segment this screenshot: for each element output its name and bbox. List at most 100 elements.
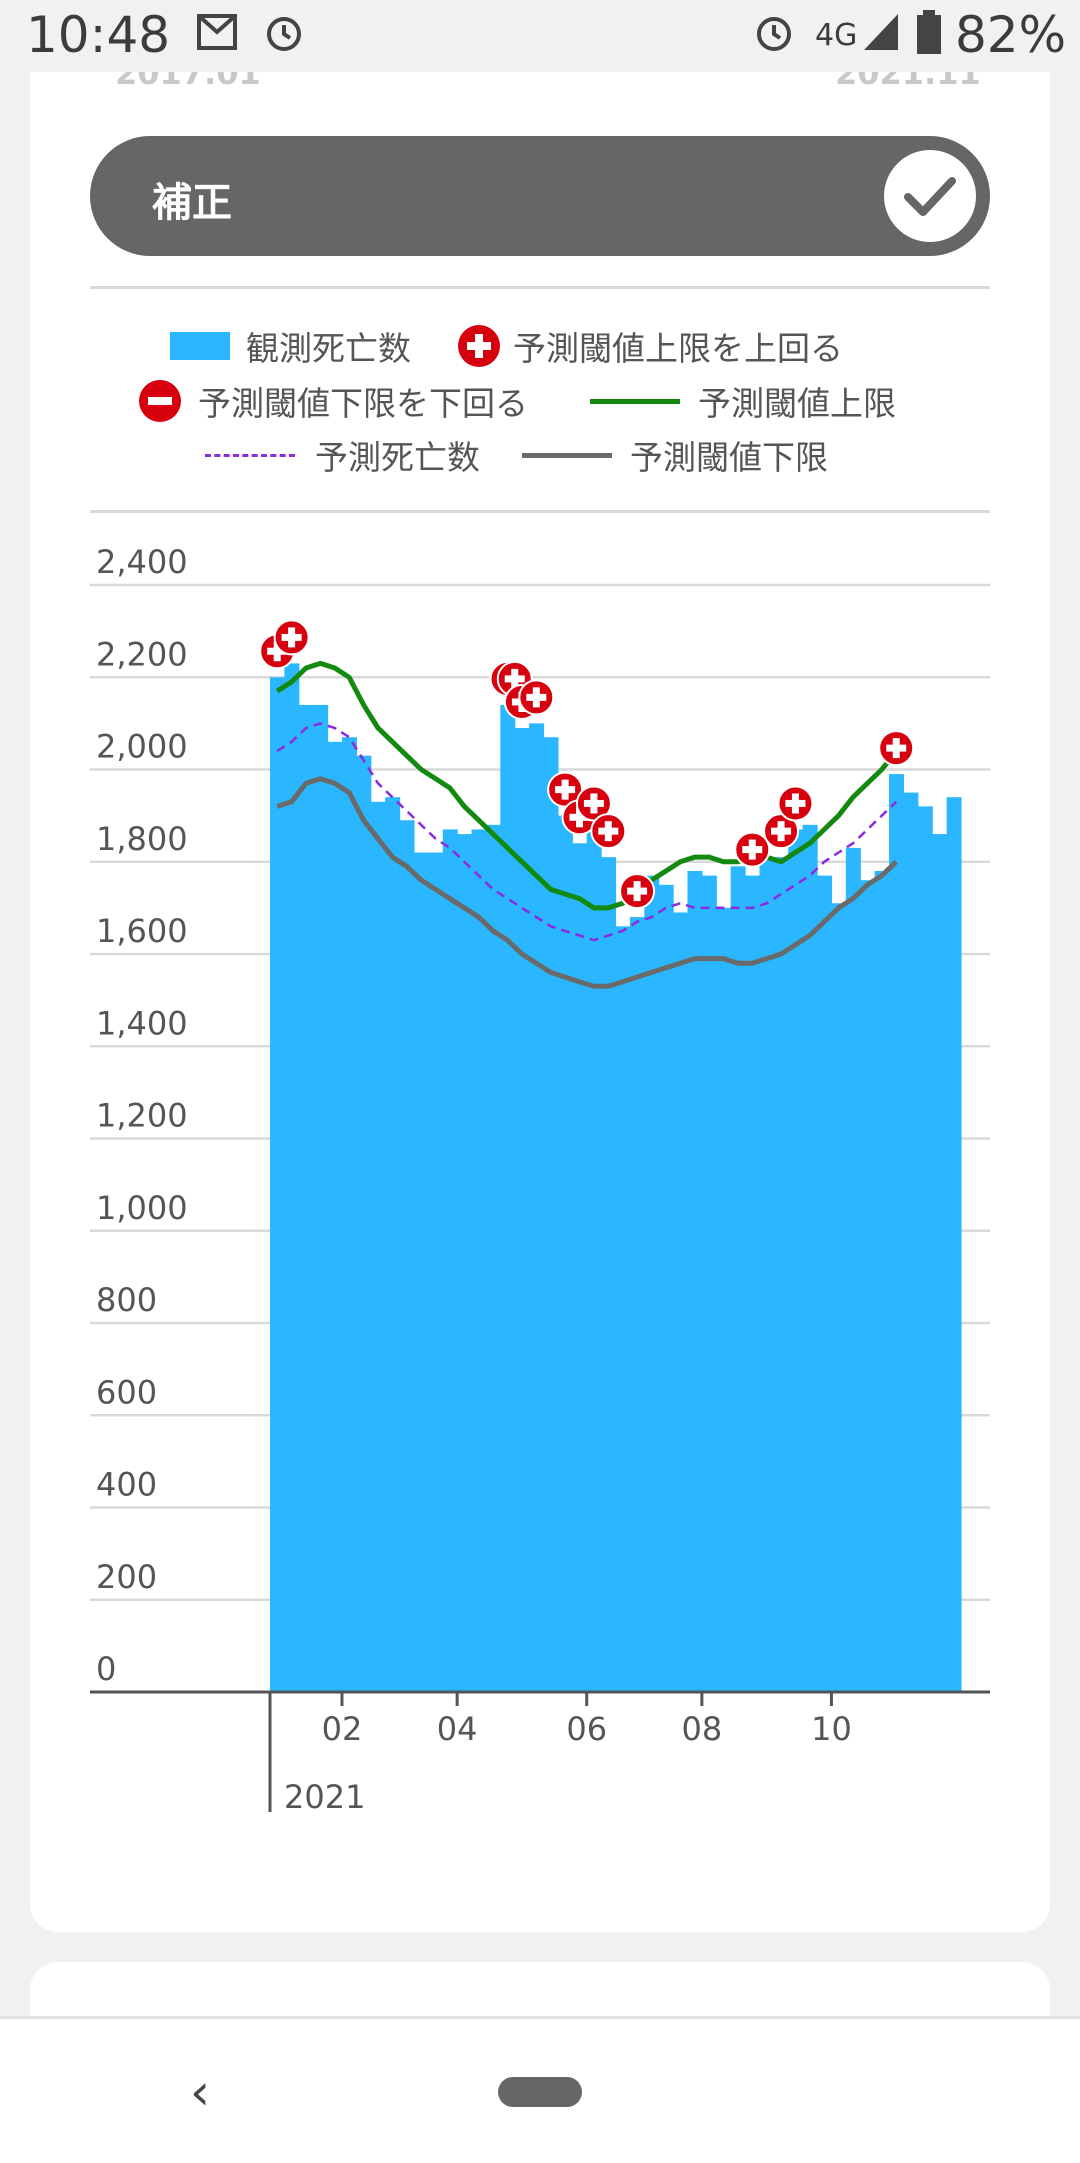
observed-bar [586,829,602,1692]
observed-bar [500,704,516,1692]
observed-bars [270,663,962,1692]
y-tick-label: 200 [96,1558,157,1596]
observed-bar [946,797,962,1692]
lower-threshold-line [276,776,898,989]
legend-row-1: 観測死亡数 予測閾値上限を上回る [0,322,1080,370]
expected-deaths-line [276,722,898,942]
legend-label: 観測死亡数 [246,329,411,368]
observed-bar [485,824,501,1692]
y-tick-label: 1,400 [96,1004,188,1042]
above-upper-marker [777,785,814,822]
marker-plus-v [576,807,584,828]
mortality-chart: 0 200 400 600 800 1,000 1,200 1,400 1,600 1,800 2,… [90,543,990,1816]
navigation-bar: ‹ [0,2016,1080,2163]
observed-bar [644,875,660,1692]
range-start-label: 2017.01 [115,72,261,92]
observed-bar [399,820,415,1692]
observed-bar [413,852,429,1692]
marker-plus-v [273,641,281,662]
observed-bar [370,801,386,1692]
divider [90,286,990,289]
observed-bar [773,857,789,1692]
observed-bar [601,857,617,1692]
network-type: 4G [815,18,858,53]
above-upper-marker [590,813,627,850]
minus-marker-icon [139,380,181,422]
y-tick-label: 2,000 [96,728,188,766]
legend-label: 予測閾値下限 [630,438,828,477]
home-pill-icon[interactable] [498,2077,582,2107]
marker-plus-v [604,821,612,842]
legend-above-upper: 予測閾値上限を上回る [457,322,843,370]
x-tick-label: 02 [322,1710,363,1748]
marker-plus-v [892,738,900,759]
observed-bar [860,880,876,1692]
y-tick-label: 1,200 [96,1097,188,1135]
observed-bar [270,677,285,1692]
legend-label: 予測閾値上限を上回る [513,329,843,368]
observed-bar [687,870,703,1692]
y-tick-label: 0 [96,1650,116,1688]
observed-bar [471,829,487,1692]
observed-bar [788,829,804,1692]
legend-lower: 予測閾値下限 [522,431,828,479]
range-end-label: 2021.11 [835,72,981,92]
observed-bar [845,847,861,1692]
marker-plus-v [748,839,756,860]
back-icon[interactable]: ‹ [190,2063,210,2121]
marker-plus-v [777,821,785,842]
legend-observed: 観測死亡数 [170,322,411,370]
legend-label: 予測閾値上限 [698,384,896,423]
observed-bar [356,755,372,1692]
year-label: 2021 [284,1778,365,1816]
alarm-icon [757,17,791,51]
above-upper-marker [619,873,656,910]
observed-bar [457,834,473,1692]
legend-below-lower: 予測閾値下限を下回る [138,377,528,425]
line-swatch [522,452,612,458]
observed-bar [284,663,300,1692]
observed-bar [831,903,847,1692]
y-tick-label: 2,400 [96,543,188,581]
x-tick-label: 08 [682,1710,723,1748]
adjustment-toggle[interactable]: 補正 [90,136,990,256]
checkmark-icon[interactable] [884,150,976,242]
above-upper-marker [734,831,771,868]
observed-bar [917,806,933,1692]
y-tick-label: 600 [96,1373,157,1411]
observed-bar [298,704,314,1692]
battery-icon [917,10,941,54]
marker-plus-v [791,793,799,814]
signal-icon [864,14,898,50]
observed-bar [327,741,343,1692]
line-swatch [590,398,680,404]
observed-bar [615,926,631,1692]
axes: 0 200 400 600 800 1,000 1,200 1,400 1,600 1,800 2,… [90,543,990,1816]
plus-marker-icon [458,325,500,367]
y-tick-label: 1,600 [96,912,188,950]
legend-row-3: 予測死亡数 予測閾値下限 [0,431,1080,479]
y-tick-label: 400 [96,1466,157,1504]
observed-bar [543,737,559,1692]
observed-bar [874,870,890,1692]
observed-bar [903,792,919,1692]
observed-bar [385,797,401,1692]
observed-bar [716,907,732,1692]
status-bar: 10:48 4G 82% [0,0,1080,72]
x-tick-label: 10 [811,1710,852,1748]
divider [90,510,990,513]
legend-row-2: 予測閾値下限を下回る 予測閾値上限 [0,377,1080,425]
above-upper-marker [575,785,612,822]
observed-bar [701,875,717,1692]
observed-bar [428,852,444,1692]
next-card [30,1962,1050,2022]
observed-bar [341,737,357,1692]
x-tick-label: 04 [437,1710,478,1748]
marker-plus-v [561,779,569,800]
observed-bar [745,875,761,1692]
observed-bar [730,866,746,1692]
observed-bar [759,857,775,1692]
date-range: 2017.01 2021.11 [0,72,1080,94]
marker-plus-v [511,668,519,689]
above-upper-marker [518,679,555,716]
